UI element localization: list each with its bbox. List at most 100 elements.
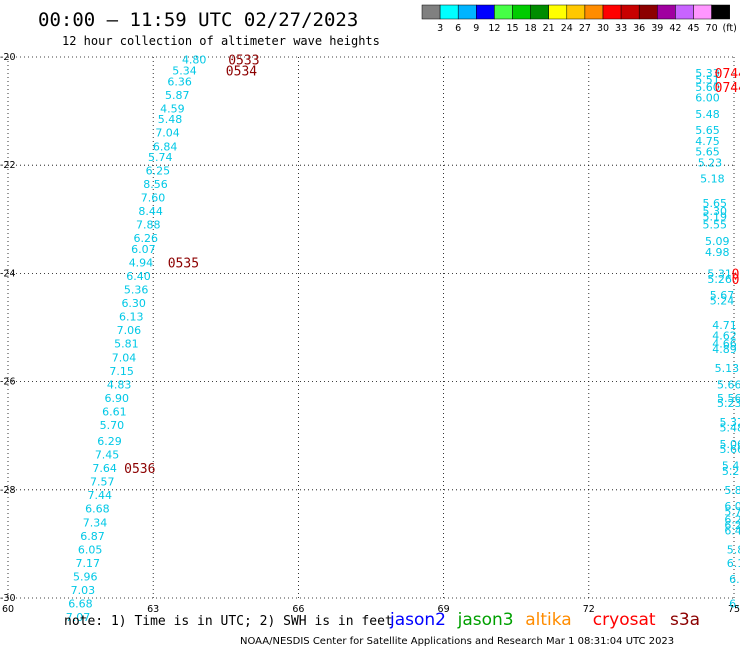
legend-swatch bbox=[620, 4, 640, 20]
swh-value: 4.59 bbox=[160, 102, 185, 115]
swh-value: 6.14 bbox=[727, 557, 740, 570]
swh-value: 5.89 bbox=[727, 543, 740, 556]
legend-label: 42 bbox=[669, 23, 681, 34]
swh-value: 6.13 bbox=[119, 311, 144, 324]
mission-label: s3a bbox=[670, 610, 700, 630]
y-tick-label: -28 bbox=[0, 485, 16, 496]
time-label: 0534 bbox=[226, 65, 257, 80]
swh-value: 5.06 bbox=[719, 438, 740, 451]
swh-value: 5.18 bbox=[700, 173, 725, 186]
swh-value: 5.49 bbox=[722, 459, 740, 472]
x-tick-label: 63 bbox=[147, 604, 159, 615]
swh-value: 6.61 bbox=[102, 405, 127, 418]
swh-value: 6.29 bbox=[97, 435, 122, 448]
legend-swatch bbox=[675, 4, 694, 20]
legend-swatch bbox=[494, 4, 513, 20]
swh-value: 6.24 bbox=[724, 514, 740, 527]
legend-swatch bbox=[421, 4, 441, 20]
swh-value: 8.56 bbox=[143, 178, 168, 191]
swh-value: 5.34 bbox=[172, 65, 197, 78]
legend-label: 27 bbox=[579, 23, 591, 34]
swh-value: 6.36 bbox=[167, 75, 192, 88]
legend-label: 12 bbox=[488, 23, 500, 34]
time-label: 0533 bbox=[228, 54, 259, 69]
legend-swatch bbox=[530, 4, 549, 20]
mission-label: cryosat bbox=[593, 610, 656, 630]
plot-area: 60 63 66 69 72 75-20-22-24-26-28-30 4.805.346… bbox=[0, 52, 740, 624]
chart-title: 00:00 — 11:59 UTC 02/27/2023 bbox=[38, 9, 358, 31]
swh-value: 5.56 bbox=[717, 392, 740, 405]
swh-value: 7.06 bbox=[117, 324, 142, 337]
legend-swatch bbox=[657, 4, 676, 20]
swh-value: 5.60 bbox=[695, 81, 720, 94]
swh-value: 6.87 bbox=[80, 530, 105, 543]
swh-value: 7.03 bbox=[71, 584, 96, 597]
swh-value: 5.66 bbox=[717, 378, 740, 391]
time-label: 0536 bbox=[124, 462, 155, 477]
legend-label: 3 bbox=[437, 23, 443, 34]
legend-label: 6 bbox=[455, 23, 461, 34]
legend-swatch bbox=[584, 4, 604, 20]
swh-value: 6.25 bbox=[146, 165, 171, 178]
swh-value: 5.81 bbox=[114, 338, 139, 351]
swh-value: 5.26 bbox=[707, 273, 732, 286]
legend-label: 24 bbox=[561, 23, 573, 34]
legend-label: 15 bbox=[506, 23, 518, 34]
y-tick-label: -30 bbox=[0, 593, 16, 604]
grid-lines bbox=[7, 56, 735, 599]
swh-value: 4.94 bbox=[129, 257, 154, 270]
swh-value: 4.66 bbox=[712, 338, 737, 351]
legend-label: 39 bbox=[651, 23, 663, 34]
legend-label: 21 bbox=[543, 23, 555, 34]
axis-tick-labels: 60 63 66 69 72 75 -20 -22 -24 -26 -28 -30 bbox=[0, 52, 740, 615]
y-tick-label: -20 bbox=[0, 52, 16, 63]
x-tick-label: 66 bbox=[292, 604, 304, 615]
swh-value: 4.83 bbox=[107, 378, 132, 391]
x-tick-label: 69 bbox=[438, 604, 450, 615]
x-tick-label: 60 bbox=[2, 604, 14, 615]
swh-value: 6.68 bbox=[85, 503, 110, 516]
y-tick-label: -24 bbox=[0, 268, 16, 279]
swh-value: 5.24 bbox=[710, 294, 735, 307]
swh-value: 7.60 bbox=[141, 192, 166, 205]
swh-value: 7.04 bbox=[112, 351, 137, 364]
swh-value: 5.23 bbox=[717, 397, 740, 410]
swh-value: 6.30 bbox=[121, 297, 146, 310]
chart-subtitle: 12 hour collection of altimeter wave hei… bbox=[62, 34, 380, 48]
color-legend: 3 6 9 12 15 18 21 24 27 30 33 36 39 42 45 70 (ft) bbox=[421, 4, 737, 34]
swh-value: 5.22 bbox=[722, 465, 740, 478]
time-label: 0535 bbox=[168, 257, 199, 272]
swh-value: 6.07 bbox=[131, 243, 156, 256]
legend-swatch bbox=[693, 4, 712, 20]
swh-value: 7.17 bbox=[75, 557, 100, 570]
swh-value: 6.42 bbox=[724, 524, 740, 537]
swh-value: 7.07 bbox=[66, 611, 91, 624]
swh-value: 6.29 bbox=[724, 519, 740, 532]
legend-label: 9 bbox=[473, 23, 479, 34]
swh-value: 5.96 bbox=[73, 570, 98, 583]
swh-value: 5.48 bbox=[158, 113, 183, 126]
legend-swatch bbox=[439, 4, 459, 20]
swh-value: 4.89 bbox=[712, 343, 737, 356]
swh-value: 5.13 bbox=[715, 362, 740, 375]
swh-value: 7.04 bbox=[155, 127, 180, 140]
swh-value: 7.34 bbox=[83, 516, 108, 529]
swh-value: 5.31 bbox=[707, 267, 732, 280]
legend-label: 70 bbox=[706, 23, 718, 34]
swh-value: 4.80 bbox=[182, 54, 207, 67]
swh-value: 5.65 bbox=[695, 124, 720, 137]
legend-label: (ft) bbox=[723, 23, 737, 34]
swh-value: 5.37 bbox=[719, 416, 740, 429]
legend-swatch bbox=[566, 4, 586, 20]
legend-swatch bbox=[602, 4, 622, 20]
swh-value: 6.00 bbox=[695, 92, 720, 105]
time-label: 07 bbox=[732, 267, 740, 282]
mission-label: jason3 bbox=[457, 610, 514, 630]
swh-value: 6.68 bbox=[68, 597, 93, 610]
swh-value: 7.57 bbox=[90, 476, 115, 489]
swh-value: 5.70 bbox=[100, 419, 125, 432]
swh-value: 8.44 bbox=[138, 205, 163, 218]
swh-value: 6.8 bbox=[729, 573, 740, 586]
swh-value: 5.66 bbox=[719, 443, 740, 456]
